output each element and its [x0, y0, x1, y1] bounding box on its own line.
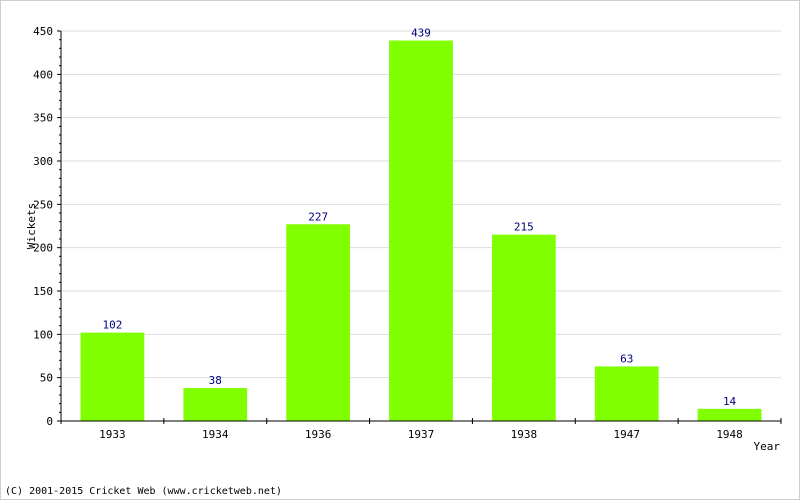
y-tick-label: 450 — [33, 25, 53, 38]
x-tick-label: 1948 — [716, 428, 743, 441]
data-label: 14 — [723, 395, 737, 408]
data-label: 38 — [209, 374, 222, 387]
y-axis-title: Wickets — [25, 203, 38, 249]
y-tick-label: 50 — [40, 372, 53, 385]
bar — [389, 40, 453, 422]
bar — [491, 234, 556, 421]
x-tick-label: 1933 — [99, 428, 126, 441]
copyright-text: (C) 2001-2015 Cricket Web (www.cricketwe… — [5, 486, 282, 497]
labels: 0 50 100 150 200 250 300 350 400 450 102 1933 38 1934… — [33, 25, 743, 441]
bar — [286, 224, 351, 421]
y-tick-label: 100 — [33, 328, 53, 341]
bars — [80, 40, 762, 422]
y-tick-label: 250 — [33, 198, 53, 211]
x-axis-title: Year — [754, 440, 781, 453]
y-tick-label: 400 — [33, 68, 53, 81]
data-label: 63 — [620, 352, 633, 365]
bar — [80, 332, 145, 421]
data-label: 227 — [308, 210, 328, 223]
y-tick-label: 350 — [33, 112, 53, 125]
bar — [594, 366, 659, 421]
bar — [697, 408, 762, 421]
y-tick-label: 300 — [33, 155, 53, 168]
axes — [57, 30, 782, 424]
data-label: 439 — [411, 27, 431, 40]
x-tick-label: 1937 — [408, 428, 435, 441]
y-tick-label: 200 — [33, 242, 53, 255]
data-label: 215 — [514, 221, 534, 234]
x-tick-label: 1934 — [202, 428, 229, 441]
x-tick-label: 1947 — [613, 428, 640, 441]
y-tick-label: 0 — [46, 415, 53, 428]
data-label: 102 — [102, 319, 122, 332]
x-tick-label: 1938 — [511, 428, 538, 441]
x-tick-label: 1936 — [305, 428, 332, 441]
y-tick-label: 150 — [33, 285, 53, 298]
bar — [183, 388, 248, 421]
